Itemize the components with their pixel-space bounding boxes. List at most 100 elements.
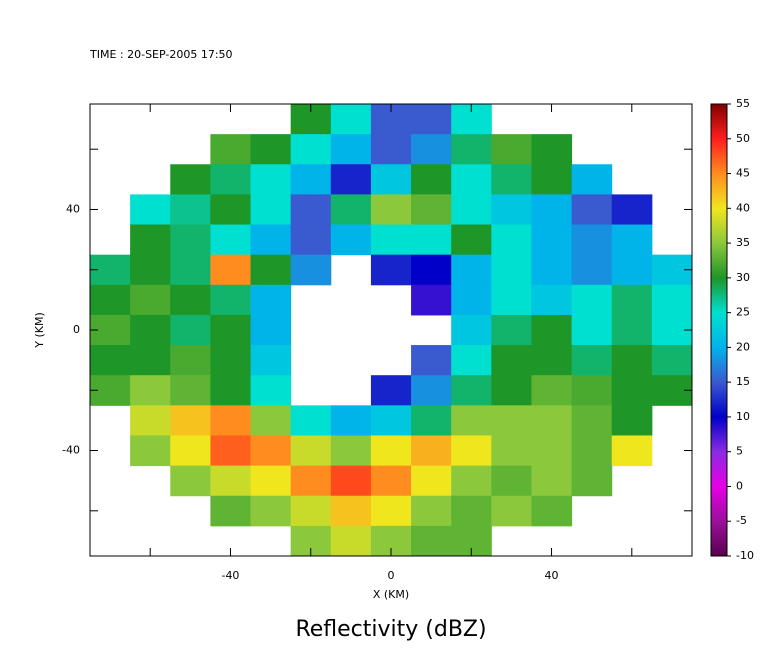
cell [611,314,653,346]
cell [330,104,372,135]
cell [531,254,573,286]
cell [290,254,332,286]
cell [210,134,252,165]
cell [411,375,452,406]
cell [491,194,532,226]
cell [210,284,252,316]
cell [250,465,292,497]
cell [170,345,211,376]
cell [250,495,292,527]
cell [571,284,613,316]
cell [130,375,171,406]
cell [170,194,211,226]
cell [250,314,292,346]
cell [250,375,292,406]
y-tick-label: 40 [66,202,80,215]
cell [250,405,292,436]
x-tick-label: -40 [221,569,239,582]
colorbar-tick-label: 20 [736,340,750,353]
cell [411,525,452,557]
colorbar-tick-label: 35 [736,236,750,249]
cell [330,525,372,557]
cell [411,254,452,286]
cell [370,435,412,467]
cell [250,284,292,316]
cell [411,465,452,497]
cell [531,284,573,316]
cell [451,254,492,286]
cell [330,495,372,527]
cell [451,435,492,467]
cell [571,314,613,346]
cell [210,375,252,406]
cell [491,134,532,165]
x-tick-label: 0 [388,569,395,582]
cell [491,254,532,286]
cell [170,405,211,436]
cell [451,224,492,256]
cell [170,284,211,316]
cell [170,254,211,286]
cell [370,254,412,286]
colorbar-tick-label: 0 [736,479,743,492]
cell [330,405,372,436]
cell [370,194,412,226]
cell [130,314,171,346]
cell [411,435,452,467]
cell [210,254,252,286]
cell [370,224,412,256]
cell [531,134,573,165]
cell [290,465,332,497]
cell [451,284,492,316]
x-axis-label: X (KM) [373,588,409,601]
y-tick-label: 0 [73,323,80,336]
colorbar-tick-label: 10 [736,410,750,423]
cell [491,465,532,497]
cell [330,134,372,165]
cell [531,314,573,346]
cell [170,164,211,195]
cell [250,194,292,226]
cell [451,134,492,165]
time-label: TIME : 20-SEP-2005 17:50 [89,48,233,61]
cell [571,345,613,376]
cell [451,345,492,376]
cell [290,224,332,256]
cell [411,104,452,135]
cell [210,164,252,195]
cell [210,435,252,467]
cell [491,405,532,436]
colorbar-tick-label: 15 [736,375,750,388]
colorbar-tick-label: 30 [736,271,750,284]
cell [611,284,653,316]
cell [210,465,252,497]
cell [250,435,292,467]
chart-title: Reflectivity (dBZ) [295,617,486,642]
cell [370,465,412,497]
cell [90,284,131,316]
colorbar-tick-label: -10 [736,549,754,562]
cell [210,314,252,346]
cell [130,224,171,256]
cell [491,375,532,406]
cell [370,375,412,406]
cell [491,495,532,527]
cell [451,164,492,195]
cell [491,435,532,467]
cell [571,405,613,436]
cell [290,495,332,527]
cell [170,465,211,497]
cell [491,164,532,195]
cell [611,224,653,256]
cell [571,224,613,256]
cell [651,284,693,316]
cell [531,164,573,195]
cell [451,194,492,226]
cell [290,194,332,226]
cell [330,224,372,256]
cell [491,284,532,316]
cell [250,345,292,376]
cell [290,134,332,165]
cell [531,224,573,256]
